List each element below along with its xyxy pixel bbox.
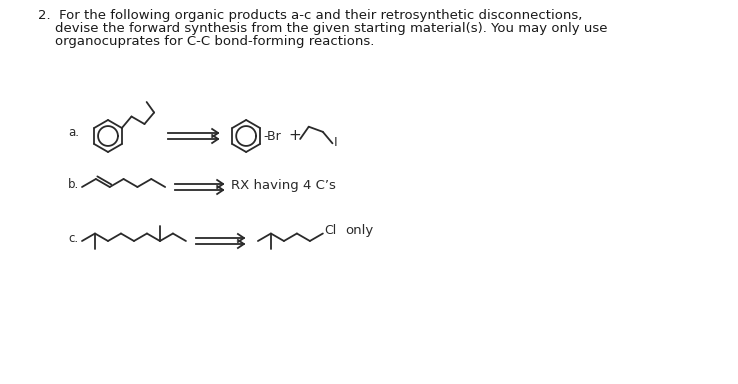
Text: Cl: Cl (324, 224, 336, 237)
Text: -Br: -Br (263, 129, 281, 142)
Text: I: I (334, 136, 337, 149)
Text: +: + (288, 127, 301, 142)
Text: 2.  For the following organic products a-c and their retrosynthetic disconnectio: 2. For the following organic products a-… (38, 9, 582, 22)
Text: only: only (345, 224, 373, 237)
Text: RX having 4 C’s: RX having 4 C’s (231, 179, 336, 192)
Text: b.: b. (68, 179, 79, 192)
Text: organocuprates for C-C bond-forming reactions.: organocuprates for C-C bond-forming reac… (38, 35, 374, 48)
Text: devise the forward synthesis from the given starting material(s). You may only u: devise the forward synthesis from the gi… (38, 22, 607, 35)
Text: c.: c. (68, 232, 78, 245)
Text: a.: a. (68, 126, 79, 139)
